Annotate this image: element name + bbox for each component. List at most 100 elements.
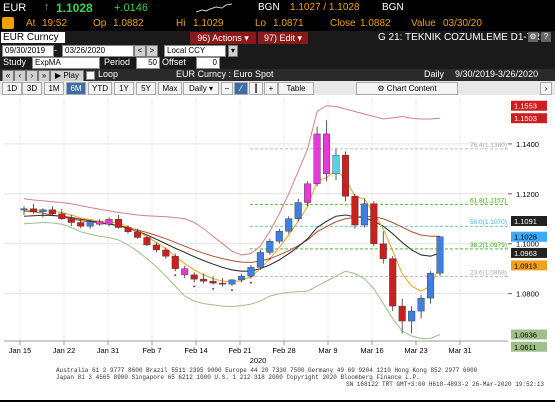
fib-level-label: 50.0(1.1070) [470,219,507,226]
price-tag-label: 1.0611 [514,343,536,352]
tab-1m[interactable]: 1M [44,82,64,95]
edit-menu[interactable]: 97) Edit ▾ [258,32,308,44]
period-input[interactable]: 50 [136,57,160,69]
ema-orange-line [24,169,441,292]
price-tag-label: 1.0636 [514,331,537,340]
price-chart[interactable]: 76.4(1.1380) 61.8(1.1157) 50.0(1.1070) 38.2… [0,95,555,400]
bid-label: BGN [258,2,280,13]
tab-1y[interactable]: 1Y [114,82,134,95]
price-tag-label: 1.1091 [514,217,537,226]
candle-body [313,133,321,185]
currency-chevron-icon[interactable]: ▾ [228,45,238,57]
candle-body [124,227,132,232]
candle-body [219,282,227,285]
footer-line-1: Australia 61 2 9777 8600 Brazil 5511 239… [56,367,478,374]
price-tag [511,113,547,124]
offset-input[interactable]: 0 [196,57,220,69]
frequency-label: Daily [424,69,445,79]
sparkline-icon [196,3,232,13]
start-date-input[interactable]: 09/30/2019 [2,45,54,57]
candle-body [304,183,312,203]
candle-chart-icon[interactable]: ┃ [249,82,263,95]
y-tick-label: 1.1200 [516,190,539,199]
candle-body [389,258,397,307]
up-arrow-icon: ↑ [44,1,50,13]
candle-body [266,241,274,253]
period-tabs: 1D 3D 1M 6M YTD 1Y 5Y Max Daily ▾ − ⁄ ┃ … [0,81,555,95]
last-price: 1.1028 [56,1,93,15]
price-tag [511,247,547,258]
security-input[interactable]: EUR Curncy [1,32,65,43]
tab-1d[interactable]: 1D [2,82,22,95]
candle-body [427,272,435,299]
candle-body [152,244,160,251]
study-select[interactable]: ExpMA [32,57,100,69]
y-tick-label: 1.1400 [516,140,539,149]
candle-body [351,196,359,226]
value-label: Value [411,18,436,29]
tab-max[interactable]: Max [158,82,182,95]
x-tick-label: Feb 7 [142,346,161,355]
expand-icon[interactable]: › [540,82,552,95]
fib-level-label: 76.4(1.1380) [470,142,507,149]
actions-menu[interactable]: 96) Actions ▾ [190,32,256,44]
gear-icon[interactable]: ⚙ [528,32,538,42]
security-icon [2,17,14,29]
frequency-select[interactable]: Daily ▾ [183,82,219,95]
actions-label: Actions [212,33,242,43]
sar-dot [174,274,177,277]
bid-ask: 1.1027 / 1.1028 [290,2,360,13]
line-chart-icon[interactable]: ⁄ [234,82,248,95]
chart-title: EUR Curncy : Euro Spot [176,69,274,79]
loop-checkbox[interactable] [86,71,95,80]
candle-body [323,133,331,175]
tab-5y[interactable]: 5Y [136,82,156,95]
sar-dot [193,285,196,288]
sar-dot [212,287,215,290]
fib-level-label: 23.6(1.0868) [470,270,507,277]
candle-body [228,279,236,285]
candle-body [275,231,283,242]
prev-range-button[interactable]: < [134,45,146,57]
last-time: 19:52 [42,18,68,29]
fib-level-label: 61.8(1.1157) [470,198,506,205]
zoom-out-icon[interactable]: − [221,82,233,95]
y-tick-label: 1.1000 [516,240,539,249]
end-date-input[interactable]: 03/26/2020 [62,45,134,57]
chevron-down-icon: ▾ [244,33,249,43]
candle-body [20,208,28,211]
candle-body [332,154,340,175]
price-tag-label: 1.0963 [514,249,537,258]
fib-level-label: 38.2(1.0979) [470,242,507,249]
table-button[interactable]: Table [278,82,314,95]
tab-6m[interactable]: 6M [66,82,86,95]
close-value: 1.0882 [360,18,391,29]
candle-body [77,222,85,227]
price-change: +.0146 [114,2,148,14]
step-back-button[interactable]: ‹ [14,70,26,82]
currency-select[interactable]: Local CCY [164,45,226,57]
chart-content-button[interactable]: ⚙ Chart Content [356,82,458,95]
ask-label: BGN [382,2,404,13]
price-tag-label: 1.1553 [514,102,537,111]
candle-body [67,218,75,223]
chevron-down-icon: ▾ [297,33,303,43]
candle-body [398,305,406,322]
price-tag [511,100,547,111]
candle-body [237,275,245,281]
command-bar: EUR Curncy 96) Actions ▾ 97) Edit ▾ G 21… [0,31,555,45]
tab-3d[interactable]: 3D [22,82,42,95]
candle-body [143,237,151,246]
study-bar: Study ExpMA Period 50 Offset 0 [0,57,555,69]
x-tick-label: Feb 21 [228,346,251,355]
crosshair-icon[interactable]: + [264,82,278,95]
help-icon[interactable]: ? [541,32,551,42]
chart-content-label: Chart Content [386,84,437,93]
next-range-button[interactable]: > [146,45,158,57]
candle-body [379,243,387,259]
tab-ytd[interactable]: YTD [88,82,112,95]
sar-dot [268,257,271,260]
ema-black-line [23,214,441,272]
x-tick-label: Mar 9 [318,346,337,355]
candle-body [181,268,189,276]
